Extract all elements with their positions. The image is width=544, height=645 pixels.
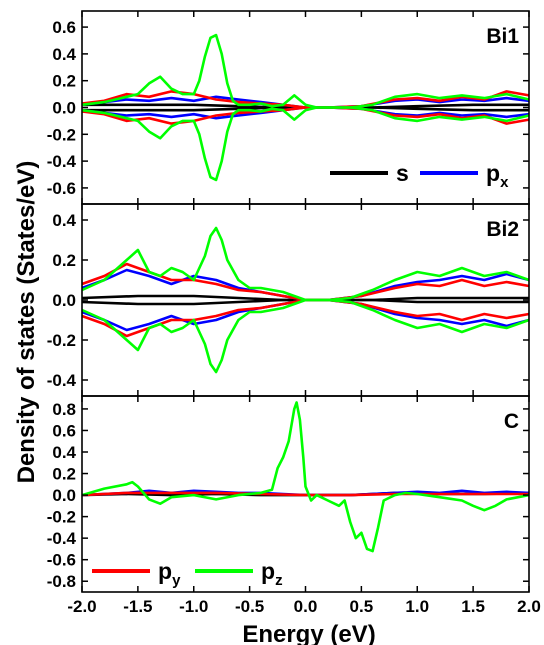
y-tick-label: 0.2 [52, 72, 76, 91]
legend-item-s: s [330, 160, 409, 186]
x-tick-label: 1.5 [461, 597, 485, 616]
y-tick-label: 0.2 [52, 251, 76, 270]
x-tick-label: -1.5 [123, 597, 152, 616]
x-tick-label: -2.0 [67, 597, 96, 616]
x-tick-label: 0.0 [294, 597, 318, 616]
y-tick-label: 0.4 [52, 443, 76, 462]
y-tick-label: -0.6 [47, 551, 76, 570]
panel-label: Bi2 [486, 218, 519, 241]
legend-item-pz: pz [195, 558, 283, 589]
y-tick-label: -0.4 [47, 152, 77, 171]
y-tick-label: 0.6 [52, 421, 76, 440]
y-tick-label: -0.2 [47, 508, 76, 527]
x-tick-label: 1.0 [405, 597, 429, 616]
y-tick-label: 0.4 [52, 45, 76, 64]
x-tick-label: -0.5 [235, 597, 264, 616]
legend-item-py: py [92, 558, 181, 589]
y-tick-label: -0.2 [47, 125, 76, 144]
y-tick-label: 0.0 [52, 99, 76, 118]
y-axis-title: Density of states (States/eV) [13, 161, 40, 484]
legend-subscript: z [275, 572, 283, 589]
y-tick-label: -0.8 [47, 572, 76, 591]
y-tick-label: 0.0 [52, 486, 76, 505]
series-line-py-up [81, 491, 529, 497]
panel-label: C [504, 410, 519, 433]
panel-label: Bi1 [486, 25, 519, 48]
panels-group: -0.6 -0.4 -0.2 0.0 0.2 0.4 0.6 Bi1 -0.4 -0.2 0.0 0.… [47, 10, 541, 616]
legend-label: pz [261, 558, 283, 589]
legend-label: s [396, 160, 409, 186]
series-line-pz-up [81, 226, 530, 302]
x-tick-label: -1.0 [179, 597, 208, 616]
panel-bi2: -0.4 -0.2 0.0 0.2 0.4 Bi2 [47, 203, 530, 397]
y-tick-label: 0.0 [52, 291, 76, 310]
y-tick-label: -0.4 [47, 371, 77, 390]
legend-item-px: px [420, 160, 509, 191]
series-line-py-down [81, 106, 530, 125]
y-tick-label: 0.4 [52, 211, 76, 230]
series-line-pz-up [81, 401, 530, 553]
x-tick-label: 2.0 [517, 597, 541, 616]
legend-label: py [158, 558, 181, 589]
legend-subscript: y [172, 572, 181, 589]
legend-label: px [486, 160, 509, 191]
y-tick-label: 0.8 [52, 400, 76, 419]
series-line-pz-down [81, 106, 530, 182]
y-tick-label: 0.2 [52, 465, 76, 484]
series-line-pz-down [81, 298, 530, 374]
y-tick-label: -0.2 [47, 331, 76, 350]
x-axis-title: Energy (eV) [242, 621, 375, 645]
panel-bi1: -0.6 -0.4 -0.2 0.0 0.2 0.4 0.6 Bi1 [47, 10, 530, 205]
y-tick-label: -0.6 [47, 179, 76, 198]
y-tick-label: 0.6 [52, 18, 76, 37]
series-line-py-up [81, 90, 530, 109]
legend-subscript: x [500, 174, 509, 191]
x-tick-label: 0.5 [350, 597, 374, 616]
y-tick-label: -0.4 [47, 529, 77, 548]
panel-c: -0.8 -0.6 -0.4 -0.2 0.0 0.2 0.4 0.6 0.8 -2.0 -1.5 -… [47, 395, 541, 616]
series-line-pz-up [81, 33, 530, 109]
legend: s px py pz [92, 160, 509, 589]
